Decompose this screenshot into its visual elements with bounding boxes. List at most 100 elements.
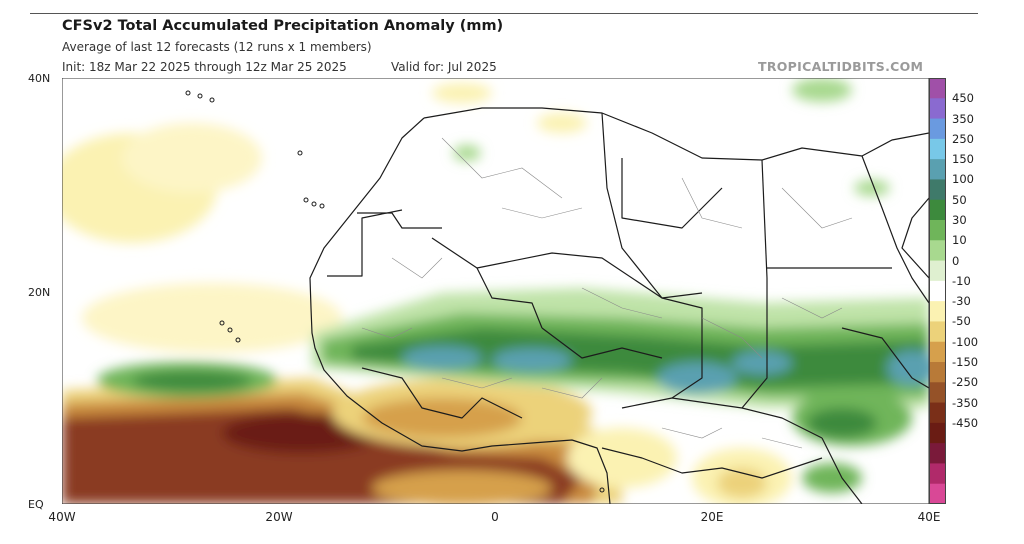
wet-band-strong [352,328,929,388]
wet-area-lake-region [802,463,862,493]
dry-area-west-africa-inner [362,398,522,438]
wet-area-atlantic-core [132,371,252,391]
admin-line-5 [581,287,663,319]
colorbar-swatch [929,321,946,343]
colorbar-swatch [929,240,946,262]
wet-core-4 [732,351,792,375]
colorbar-label: 350 [952,111,974,126]
border-congo [601,447,823,479]
colorbar-swatch [929,463,946,485]
island-azores-3 [209,97,215,103]
border-libya-egypt [761,159,768,279]
admin-line-11 [761,437,803,449]
island-canary-2 [311,201,317,207]
wet-area-east-africa-core [807,408,877,438]
wet-core-2 [492,348,572,372]
precipitation-anomaly-map [62,78,929,504]
colorbar-swatch [929,362,946,383]
island-cape-verde-2 [227,327,233,333]
island-azores-1 [185,90,191,96]
colorbar-swatch [929,422,946,444]
colorbar-swatch [929,443,946,464]
border-sudan [741,278,768,409]
colorbar-label: -450 [952,415,979,430]
deficit-area-atlantic-mid [122,123,262,193]
border-mali [431,237,543,329]
islands [185,90,605,493]
island-bioko [599,487,605,493]
border-mauritania [327,209,403,277]
border-ethiopia [841,327,929,389]
colorbar-label: -150 [952,355,979,369]
colorbar-label: -10 [952,273,971,288]
colorbar-label: 100 [952,172,974,187]
colorbar-swatch [929,179,946,201]
lon-label-40w: 40W [48,510,76,524]
admin-boundaries [361,137,853,449]
dry-area-north-africa [537,113,587,133]
island-cape-verde-1 [219,320,225,326]
border-sahara-north [621,158,723,229]
lon-label-20w: 20W [265,510,293,524]
lon-label-40e: 40E [917,510,941,524]
wet-core-1 [402,346,482,370]
colorbar-label: 450 [952,91,974,106]
colorbar-swatch [929,301,946,322]
lat-label-eq: EQ [28,498,44,511]
colorbar-swatch [929,260,946,282]
colorbar-label: 10 [952,233,967,248]
colorbar-label: 150 [952,152,974,167]
colorbar-label: 30 [952,213,967,227]
island-madeira [297,150,303,156]
border-east-africa [821,437,863,504]
admin-line-13 [361,327,413,339]
colorbar-label: -50 [952,314,971,329]
colorbar-swatch [929,138,946,160]
border-gulf-guinea [361,367,523,419]
dry-area-gulf-guinea [372,470,552,504]
map-subtitle: Average of last 12 forecasts (12 runs x … [62,40,372,54]
colorbar-swatch [929,98,946,120]
colorbar-swatch [929,280,946,302]
colorbar-swatch [929,341,946,363]
admin-line-12 [391,257,443,279]
island-azores-2 [197,93,203,99]
lon-label-0: 0 [491,510,499,524]
colorbar-swatch [929,159,946,180]
colorbar-swatch [929,78,946,99]
border-western-sahara [357,212,442,229]
colorbar-swatch [929,483,946,504]
dry-area-iberia [432,83,492,103]
coastline-mediterranean [423,107,929,161]
colorbar-label: 0 [952,253,960,268]
border-libya [601,112,663,299]
admin-line-4 [781,187,853,229]
colorbar-label: -30 [952,294,971,309]
border-central-africa [621,397,823,439]
colorbar-label: -100 [952,334,979,349]
map-title: CFSv2 Total Accumulated Precipitation An… [62,18,504,34]
colorbar-swatch [929,220,946,241]
colorbar [929,78,946,504]
colorbar-swatch [929,382,946,404]
coastline-west-africa [309,117,611,504]
deficit-area-atlantic-south [82,283,342,353]
admin-line-8 [441,377,513,389]
source-watermark: TROPICALTIDBITS.COM [758,59,924,74]
dry-area-central-africa-1 [567,428,677,488]
colorbar-label: -350 [952,395,979,410]
wet-area-north-africa [453,145,481,161]
border-niger-nigeria [541,327,663,359]
admin-line-2 [501,207,583,219]
island-cape-verde-3 [235,337,241,343]
admin-line-10 [661,427,723,439]
colorbar-swatch [929,402,946,424]
colorbar-swatch [929,118,946,140]
island-canary-3 [319,203,325,209]
lon-label-20e: 20E [700,510,724,524]
colorbar-swatch [929,199,946,221]
dry-area-central-africa-core [717,468,767,498]
admin-line-3 [681,177,743,229]
admin-line-1 [441,137,563,199]
anomaly-field [62,78,929,504]
